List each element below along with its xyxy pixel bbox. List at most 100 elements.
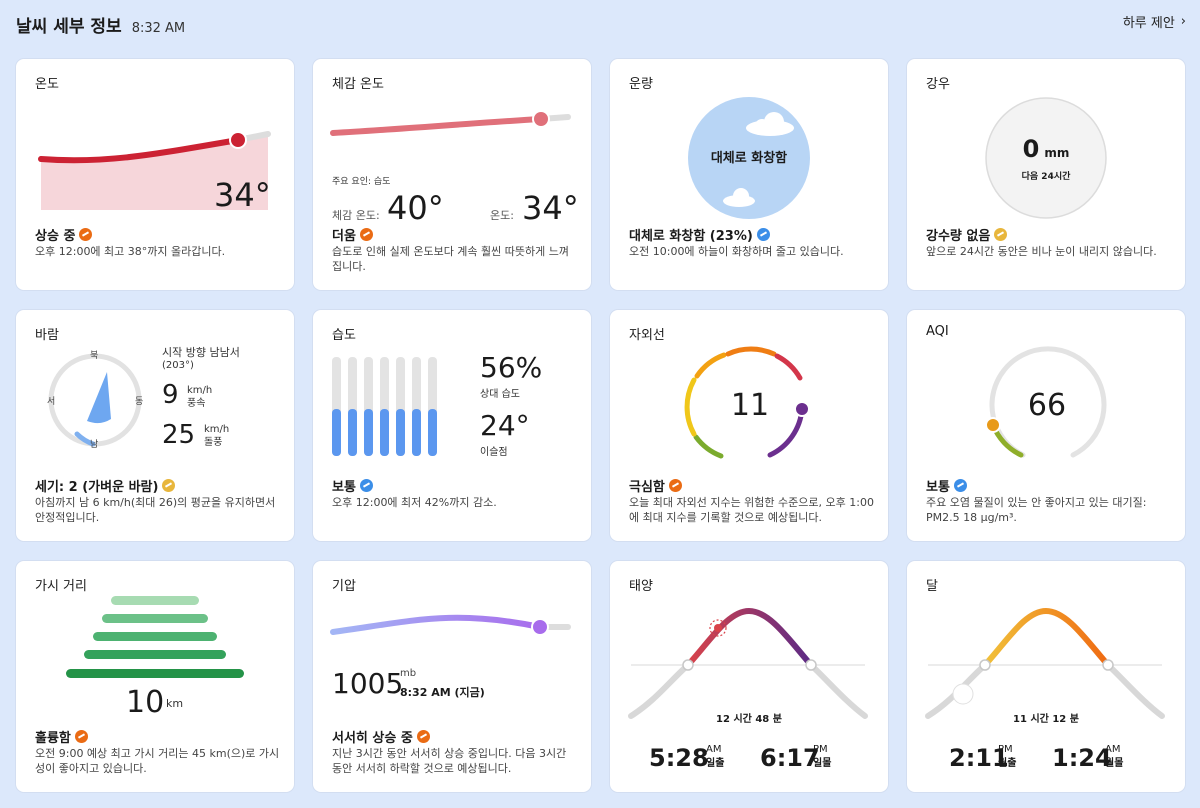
cloud-cover-card[interactable]: 운량 대체로 화창함 대체로 화창함 (23%) 오전 10:00에 하늘이 화… bbox=[610, 59, 888, 290]
temperature-card[interactable]: 온도 34° 상승 중 오후 12:00에 최고 38°까지 올라갑니다. bbox=[16, 59, 294, 290]
cloud-icon bbox=[746, 112, 794, 136]
compass-east: 동 bbox=[135, 397, 144, 407]
wind-speed-unit: km/h bbox=[187, 385, 213, 396]
wind-direction: 시작 방향 남남서 bbox=[162, 346, 240, 359]
moonlight-duration: 11 시간 12 분 bbox=[1013, 714, 1079, 725]
status-label: 더움 bbox=[332, 229, 356, 244]
description: 오전 9:00 예상 최고 가시 거리는 45 km(으)로 가시성이 좋아지고… bbox=[35, 747, 280, 775]
main-factor: 주요 요인: 습도 bbox=[332, 177, 391, 187]
moon-icon bbox=[952, 683, 974, 705]
description: 습도로 인해 실제 온도보다 계속 훨씬 따뜻하게 느껴집니다. bbox=[332, 245, 569, 273]
card-title: 태양 bbox=[629, 579, 653, 594]
card-title: 습도 bbox=[332, 328, 356, 343]
sunset-time: 6:17 bbox=[760, 744, 820, 772]
humidity-value: 56% bbox=[480, 351, 543, 384]
visibility-bars bbox=[66, 596, 244, 678]
visibility-value: 10 bbox=[126, 685, 165, 720]
compass-west: 서 bbox=[47, 397, 56, 407]
humidity-card[interactable]: 습도 56% 상대 습도 24° 이슬점 보통 오후 12:00에 최저 42%… bbox=[313, 310, 591, 541]
status-label: 서서히 상승 중 bbox=[332, 731, 413, 746]
description: 오후 12:00에 최저 42%까지 감소. bbox=[332, 496, 497, 509]
moonrise-ampm: PM bbox=[998, 744, 1013, 755]
pressure-card[interactable]: 기압 1005 mb 8:32 AM (지금) 서서히 상승 중 지난 3시간 … bbox=[313, 561, 591, 792]
trend-up-icon bbox=[74, 730, 88, 743]
visibility-card[interactable]: 가시 거리 10 km 훌륭함 오전 9:00 예상 최고 가시 거리는 45 … bbox=[16, 561, 294, 792]
sun-card[interactable]: 태양 12 시간 48 분 5:28 AM 일출 6:17 PM 일몰 bbox=[610, 561, 888, 792]
moon-card[interactable]: 달 11 시간 12 분 2:11 PM 월출 1:24 AM 월몰 bbox=[907, 561, 1185, 792]
trend-up-icon bbox=[79, 228, 93, 241]
status-label: 보통 bbox=[926, 480, 950, 495]
humidity-bars bbox=[332, 357, 437, 456]
daylight-duration: 12 시간 48 분 bbox=[716, 714, 782, 725]
trend-up-icon bbox=[416, 730, 430, 743]
card-title: 가시 거리 bbox=[35, 579, 87, 594]
moonset-ampm: AM bbox=[1105, 744, 1121, 755]
trend-down-icon bbox=[756, 228, 770, 241]
description: 주요 오염 물질이 있는 안 좋아지고 있는 대기질: PM2.5 18 µg/… bbox=[926, 496, 1147, 524]
compass-north: 북 bbox=[90, 351, 99, 361]
uv-gauge bbox=[684, 346, 810, 459]
aqi-value: 66 bbox=[1027, 388, 1067, 423]
feels-like-graph bbox=[330, 110, 571, 136]
chevron-right-icon: › bbox=[1180, 14, 1186, 29]
trend-up-icon bbox=[668, 479, 682, 492]
description: 오늘 최대 자외선 지수는 위험한 수준으로, 오후 1:00에 최대 지수를 … bbox=[629, 496, 874, 524]
wind-gust: 25 bbox=[162, 420, 196, 450]
sunrise-label: 일출 bbox=[706, 758, 725, 769]
dew-point-label: 이슬점 bbox=[480, 447, 508, 458]
aqi-card[interactable]: AQI 66 보통 주요 오염 물질이 있는 안 좋아지고 있는 대기질: PM… bbox=[907, 310, 1185, 541]
cloud-icon bbox=[723, 188, 755, 207]
temp-value: 34° bbox=[522, 189, 579, 227]
temperature-value: 34° bbox=[214, 176, 271, 214]
card-title: 자외선 bbox=[629, 328, 665, 343]
description: 앞으로 24시간 동안은 비나 눈이 내리지 않습니다. bbox=[926, 245, 1157, 258]
feels-like-value: 40° bbox=[387, 189, 444, 227]
day-suggestion-label: 하루 제안 bbox=[1122, 16, 1175, 31]
temp-label: 온도: bbox=[490, 209, 514, 222]
dew-point-value: 24° bbox=[480, 409, 530, 442]
card-title: 기압 bbox=[332, 579, 356, 594]
card-title: 체감 온도 bbox=[332, 77, 384, 92]
rain-card[interactable]: 강우 0 mm 다음 24시간 강수량 없음 앞으로 24시간 동안은 비나 눈… bbox=[907, 59, 1185, 290]
rain-gauge bbox=[985, 97, 1107, 219]
status-label: 상승 중 bbox=[35, 229, 76, 244]
wind-gust-unit: km/h bbox=[204, 424, 230, 435]
trend-down-icon bbox=[953, 479, 967, 492]
status-label: 대체로 화창함 (23%) bbox=[629, 229, 753, 244]
description: 오전 10:00에 하늘이 화창하며 줄고 있습니다. bbox=[629, 245, 844, 258]
day-suggestion-link[interactable]: 하루 제안 › bbox=[1123, 12, 1186, 31]
wind-degrees: (203°) bbox=[162, 360, 194, 371]
wind-card[interactable]: 바람 북 남 동 서 시작 방향 남남서 (203°) 9 km/h 풍속 25… bbox=[16, 310, 294, 541]
aqi-gauge bbox=[985, 346, 1107, 458]
card-title: 바람 bbox=[35, 328, 59, 343]
description: 아침까지 남 6 km/h(최대 26)의 평균을 유지하면서 안정적입니다. bbox=[35, 496, 276, 524]
sunset-label: 일몰 bbox=[813, 758, 832, 769]
card-title: 온도 bbox=[35, 77, 59, 92]
description: 오후 12:00에 최고 38°까지 올라갑니다. bbox=[35, 245, 226, 258]
rain-period: 다음 24시간 bbox=[1021, 172, 1071, 182]
update-time: 8:32 AM bbox=[131, 21, 186, 36]
status-label: 훌륭함 bbox=[35, 731, 71, 746]
uv-value: 11 bbox=[730, 388, 770, 423]
pressure-unit: mb bbox=[400, 668, 417, 679]
humidity-label: 상대 습도 bbox=[480, 389, 520, 400]
sunrise-ampm: AM bbox=[706, 744, 722, 755]
cloud-cover-graphic bbox=[688, 97, 810, 219]
feels-like-card[interactable]: 체감 온도 주요 요인: 습도 체감 온도: 40° 온도: 34° 더움 습도… bbox=[313, 59, 591, 290]
cloud-cover-text: 대체로 화창함 bbox=[710, 151, 788, 166]
card-title: 강우 bbox=[926, 77, 950, 92]
trend-down-icon bbox=[359, 479, 373, 492]
temperature-graph bbox=[38, 131, 271, 210]
uv-card[interactable]: 자외선 11 극심함 오늘 최대 자외선 지수는 위험한 수준으로, 오후 1:… bbox=[610, 310, 888, 541]
status-label: 강수량 없음 bbox=[926, 229, 991, 244]
card-title: AQI bbox=[926, 324, 949, 339]
pressure-value: 1005 bbox=[332, 667, 404, 700]
card-title: 운량 bbox=[629, 77, 653, 92]
visibility-unit: km bbox=[166, 697, 184, 710]
compass-south: 남 bbox=[90, 440, 99, 450]
status-label: 세기: 2 (가벼운 바람) bbox=[35, 480, 159, 495]
wind-gust-label: 돌풍 bbox=[204, 437, 223, 448]
page-title: 날씨 세부 정보 bbox=[16, 17, 122, 37]
sun-icon bbox=[709, 619, 727, 637]
wind-speed-label: 풍속 bbox=[187, 398, 206, 409]
